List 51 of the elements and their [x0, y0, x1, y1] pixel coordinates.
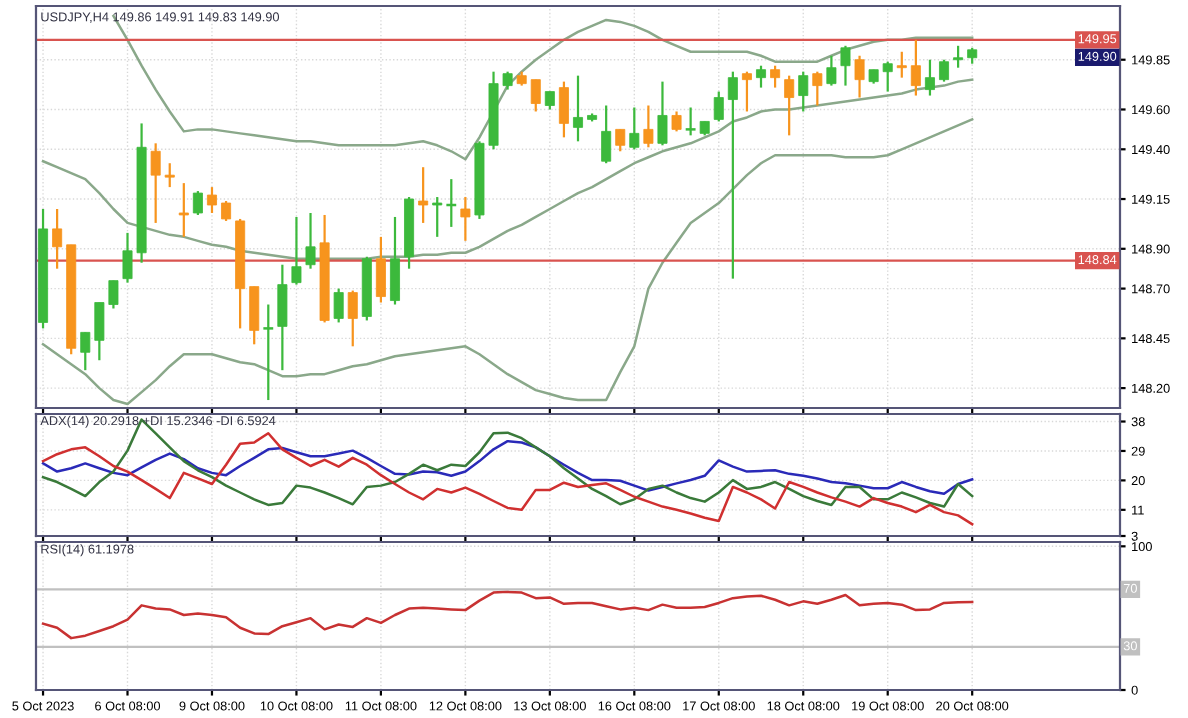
line-series	[41, 418, 974, 508]
candlestick	[770, 64, 781, 89]
candlestick	[713, 90, 724, 123]
candlestick	[953, 44, 964, 69]
candlestick	[418, 166, 429, 225]
candlestick	[629, 106, 640, 151]
candlestick	[840, 44, 851, 87]
candlestick	[277, 263, 288, 372]
candlestick	[812, 70, 823, 107]
candlestick	[291, 215, 302, 286]
candlestick	[530, 78, 541, 113]
line-series	[41, 432, 974, 526]
candlestick	[741, 70, 752, 113]
candlestick	[798, 70, 809, 113]
candlestick	[460, 195, 471, 242]
candlestick	[80, 331, 91, 372]
candlestick	[375, 235, 386, 304]
candlestick	[910, 38, 921, 97]
candlestick	[558, 80, 569, 139]
line-series	[41, 590, 974, 640]
line-series	[112, 14, 974, 161]
candlestick	[192, 189, 203, 217]
candlestick	[826, 54, 837, 87]
candlestick	[52, 207, 63, 270]
line-series	[41, 118, 974, 406]
candlestick	[178, 182, 189, 238]
candlestick	[924, 58, 935, 97]
candlestick	[756, 64, 767, 89]
candlestick	[206, 185, 217, 215]
candlestick	[333, 287, 344, 324]
candlestick	[727, 70, 738, 280]
candlestick	[896, 50, 907, 79]
line-series	[41, 439, 974, 496]
candlestick	[150, 142, 161, 225]
candlestick	[347, 289, 358, 348]
candlestick	[615, 128, 626, 153]
candlestick	[249, 285, 260, 346]
candlestick	[601, 104, 612, 165]
candlestick	[657, 80, 668, 147]
candlestick	[784, 74, 795, 137]
candlestick	[573, 74, 583, 143]
candlestick	[432, 195, 443, 238]
candlestick	[939, 58, 950, 83]
candlestick	[671, 110, 682, 133]
candlestick	[262, 303, 275, 402]
candlestick	[854, 54, 865, 99]
candlestick	[164, 162, 175, 189]
candlestick	[221, 199, 232, 223]
candlestick	[643, 104, 654, 149]
candlestick	[389, 215, 400, 306]
candlestick	[305, 211, 316, 270]
